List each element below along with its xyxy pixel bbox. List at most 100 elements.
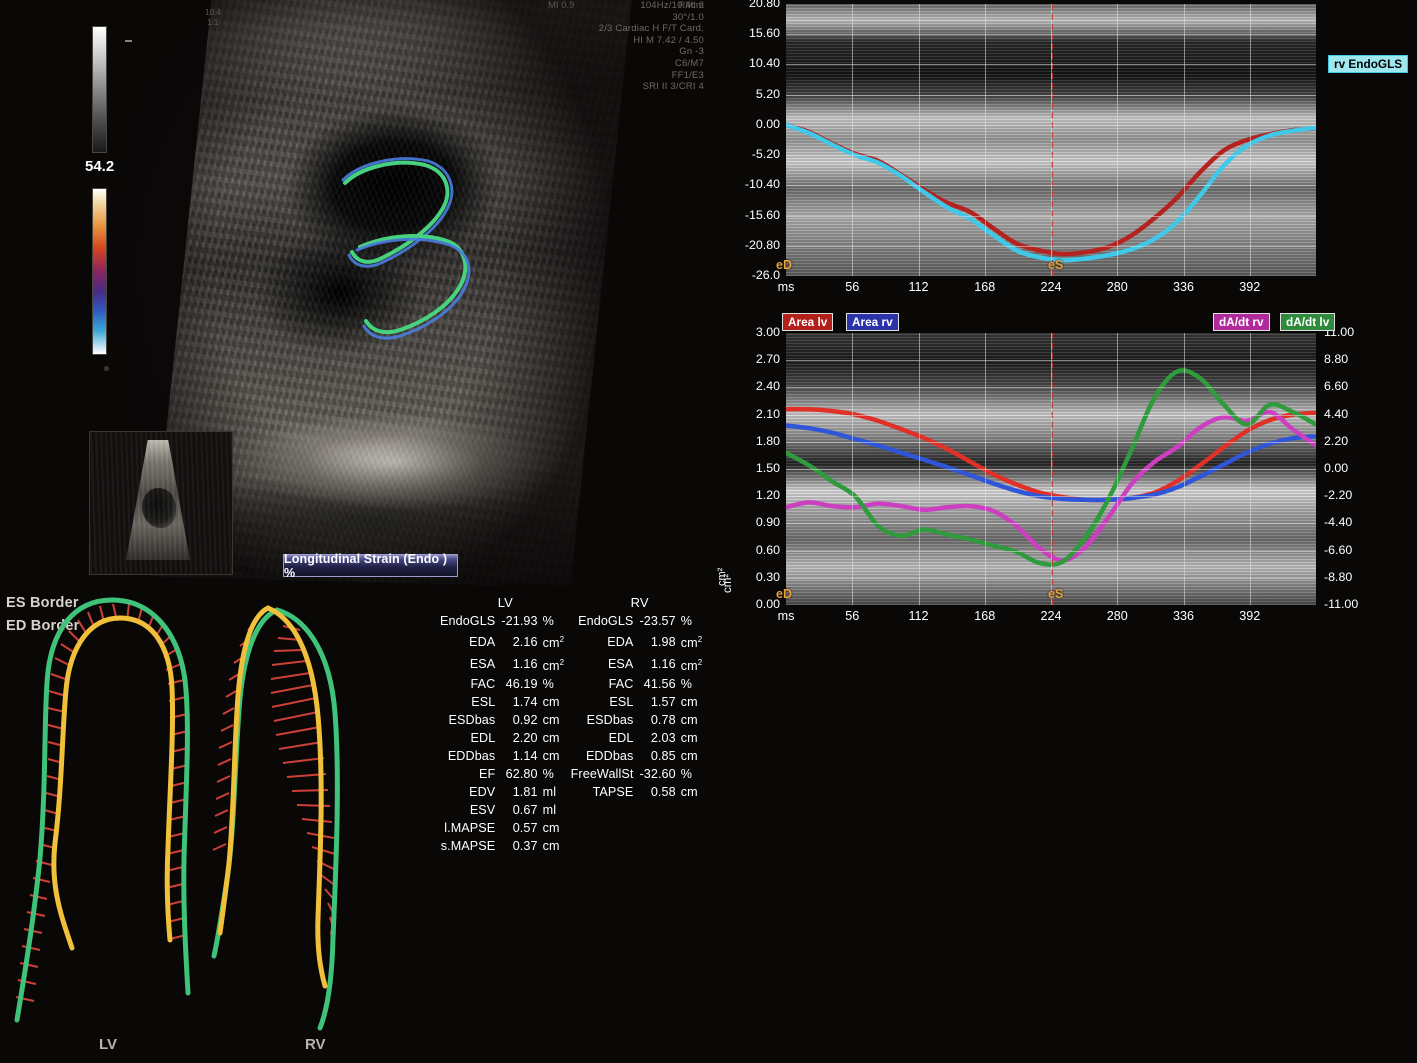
axis-tick-label: 6.60: [1324, 379, 1349, 394]
measurement-key: EF: [479, 766, 496, 781]
axis-tick-label: 168: [974, 280, 996, 294]
measurement-unit: cm: [542, 730, 560, 745]
measurement-value: 0.78: [650, 712, 676, 727]
area-dadt-chart[interactable]: 3.00 2.70 2.40 2.10 1.80 1.50 1.20 0.90 0.60 0.30…: [710, 305, 1417, 640]
axis-tick-label: 10.40: [748, 56, 780, 71]
measurement-key: ESA: [607, 656, 634, 671]
gridline-v: [984, 333, 986, 605]
axis-tick-label: -20.80: [744, 237, 780, 252]
endocardial-trace-overlay: [341, 157, 471, 340]
rv-contour: [211, 605, 340, 1031]
measurement-key: EDA: [607, 634, 634, 649]
measurement-unit: cm: [680, 748, 698, 763]
device-line: 2/3 Cardiac H F/T Card.: [598, 23, 704, 35]
thermal-index-label: RMI 2: [678, 0, 704, 11]
gridline-v: [1051, 4, 1052, 276]
measurement-value: 0.37: [512, 838, 538, 853]
grayscale-colorbar: [92, 26, 107, 153]
axis-tick-label: 112: [908, 280, 929, 294]
measurement-value: 46.19: [505, 676, 538, 691]
axis-tick-label: 20.80: [748, 0, 780, 10]
axis-tick-label: 280: [1106, 280, 1128, 294]
es-event-marker: eS: [1048, 258, 1064, 272]
measurement-key: FAC: [470, 676, 496, 691]
measurement-value: 62.80: [505, 766, 538, 781]
measurement-key: ESDbas: [586, 712, 634, 727]
axis-tick-label: 0.30: [755, 569, 780, 584]
measurement-unit: cm: [542, 820, 560, 835]
axis-tick-label: 0.90: [755, 515, 780, 530]
measurement-value: 0.85: [650, 748, 676, 763]
rv-label: RV: [305, 1036, 326, 1053]
gridline-v: [1117, 333, 1119, 605]
axis-tick-label: 2.40: [755, 379, 780, 394]
measurement-row: EDV 1.81 ml TAPSE 0.58 cm: [440, 785, 709, 803]
axis-tick-label: -8.80: [1324, 569, 1353, 584]
measurement-key: ESL: [471, 694, 496, 709]
reference-image-thumbnail[interactable]: [89, 431, 233, 575]
measurement-key: EDL: [470, 730, 496, 745]
axis-tick-label: -5.20: [751, 147, 780, 162]
measurement-unit: cm2: [542, 657, 565, 673]
strain-mode-label: Longitudinal Strain (Endo ) %: [283, 552, 458, 580]
legend-dadt-lv[interactable]: dA/dt lv: [1280, 313, 1336, 331]
strain-plot-area[interactable]: [786, 4, 1316, 276]
measurement-unit: %: [542, 676, 554, 691]
measurement-value: 1.98: [650, 634, 676, 649]
gridline-v: [852, 333, 854, 605]
es-event-marker-2: eS: [1048, 587, 1064, 601]
measurement-row: ESA 1.16 cm2 ESA 1.16 cm2: [440, 655, 709, 677]
thumbnail-speckle: [90, 432, 232, 574]
measurement-unit: cm: [542, 712, 560, 727]
axis-tick-label: 336: [1172, 609, 1194, 623]
legend-dadt-rv[interactable]: dA/dt rv: [1213, 313, 1270, 331]
measurement-unit: cm2: [680, 635, 703, 651]
legend-rv-endogls[interactable]: rv EndoGLS: [1328, 55, 1409, 73]
legend-area-lv[interactable]: Area lv: [782, 313, 834, 331]
axis-tick-label: 2.70: [755, 352, 780, 367]
measurement-value: 0.92: [512, 712, 538, 727]
axis-tick-label: 0.00: [1324, 461, 1349, 475]
legend-area-rv[interactable]: Area rv: [846, 313, 899, 331]
axis-tick-label: -26.0: [751, 268, 780, 282]
axis-tick-label: 224: [1040, 609, 1062, 623]
measurement-value: 2.20: [512, 730, 538, 745]
strain-colorbar: [92, 188, 107, 355]
measurement-column-title: RV: [630, 595, 649, 610]
measurement-value: 0.58: [650, 784, 676, 799]
axis-tick-label: -2.20: [1324, 488, 1353, 503]
measurement-key: FreeWallSt: [570, 766, 634, 781]
axis-tick-label: 56: [845, 609, 860, 623]
es-marker-line: [1051, 4, 1053, 276]
ultrasound-image-panel: 54.2 MI 0.9 RMI 2 104Hz/10.4cm 30°/1.0 2…: [0, 0, 710, 585]
measurement-row: s.MAPSE 0.37 cm: [440, 839, 709, 857]
measurement-key: FAC: [608, 676, 634, 691]
measurement-unit: %: [680, 676, 693, 691]
axis-tick-label: 4.40: [1324, 406, 1349, 421]
gridline-v: [1249, 333, 1251, 605]
gridline-v: [1117, 4, 1119, 276]
axis-tick-label: 392: [1239, 280, 1261, 294]
gridline-v: [984, 4, 986, 276]
measurement-key: EDDbas: [447, 748, 496, 763]
device-line: 30°/1.0: [672, 11, 704, 23]
measurement-key: EndoGLS: [440, 614, 496, 629]
measurement-key: l.MAPSE: [444, 820, 496, 835]
area-plot-area[interactable]: [786, 333, 1316, 605]
axis-tick-label: 5.20: [755, 86, 780, 101]
measurement-value: 0.57: [512, 820, 538, 835]
measurement-value: 0.67: [512, 802, 538, 817]
measurement-value: -23.57: [639, 614, 676, 629]
measurement-value: 1.57: [650, 694, 676, 709]
measurement-key: ESL: [609, 694, 634, 709]
strain-chart[interactable]: 20.80 15.60 10.40 5.20 0.00 -5.20 -10.40 -15.60…: [710, 0, 1417, 300]
device-line: C6/M7: [675, 57, 704, 69]
measurement-row: ESL 1.74 cm ESL 1.57 cm: [440, 695, 709, 713]
device-header-row: MI 0.9 RMI 2: [548, 0, 704, 11]
measurement-row: ESDbas 0.92 cm ESDbas 0.78 cm: [440, 713, 709, 731]
measurement-unit: cm: [542, 748, 560, 763]
axis-tick-label: 15.60: [748, 26, 780, 41]
measurement-unit: cm: [680, 784, 698, 799]
measurement-row: EDDbas 1.14 cm EDDbas 0.85 cm: [440, 749, 709, 767]
measurement-value: 2.16: [512, 634, 538, 649]
